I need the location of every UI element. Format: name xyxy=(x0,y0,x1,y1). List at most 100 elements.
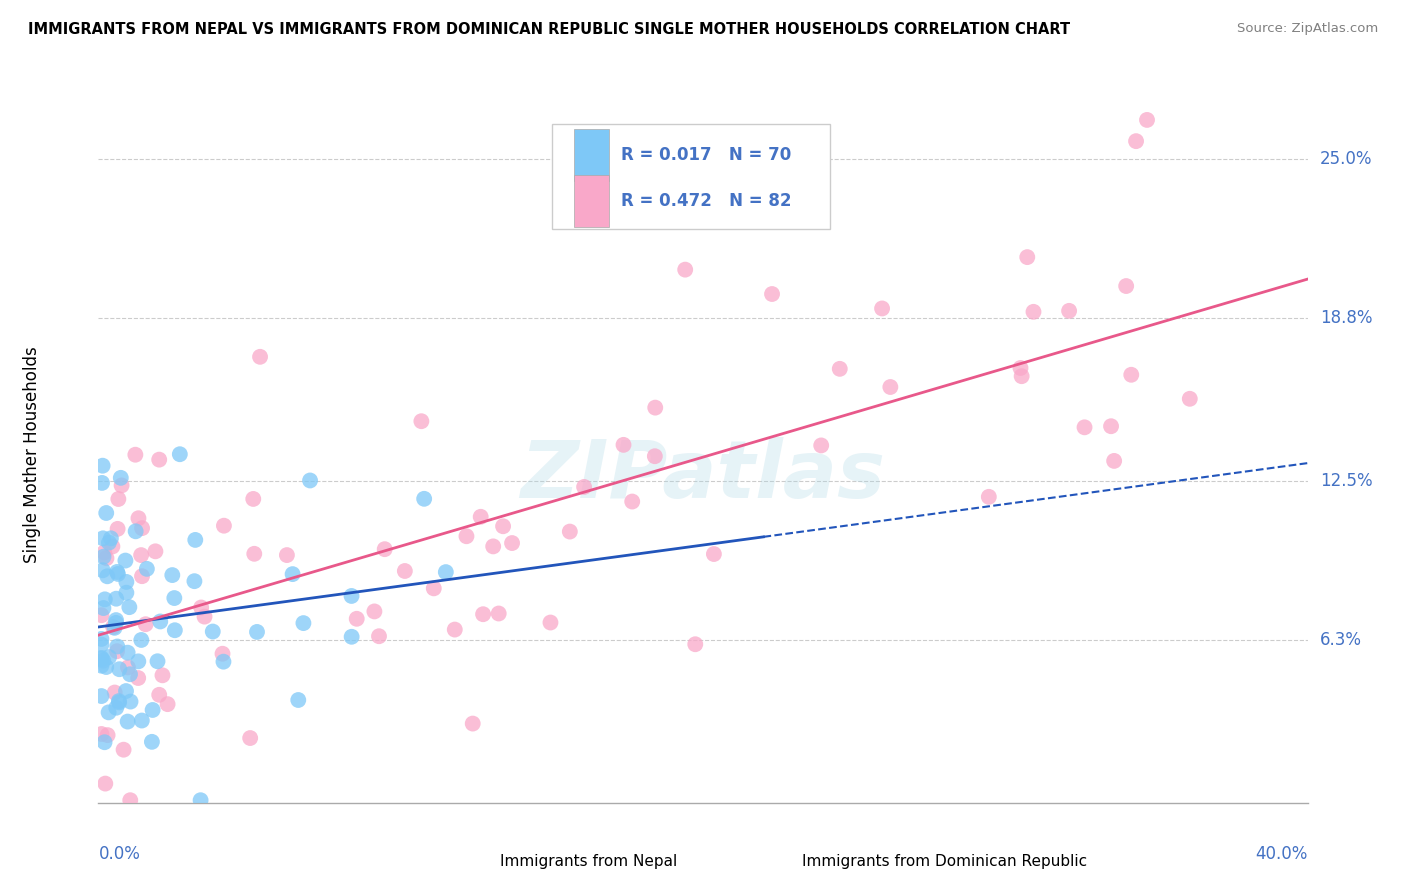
Point xyxy=(108,694,131,708)
Text: 25.0%: 25.0% xyxy=(1320,150,1372,168)
Point xyxy=(612,438,634,452)
Point xyxy=(96,660,118,674)
Point xyxy=(346,612,368,626)
Point xyxy=(443,623,465,637)
Point xyxy=(1136,112,1159,127)
Point xyxy=(98,650,121,665)
Point xyxy=(101,540,124,554)
Point xyxy=(162,568,184,582)
Point xyxy=(104,621,127,635)
Point xyxy=(1121,368,1143,382)
Point xyxy=(1102,454,1125,468)
Point xyxy=(870,301,893,316)
Point xyxy=(1178,392,1201,406)
Point xyxy=(94,776,117,790)
Point xyxy=(129,548,152,562)
Point xyxy=(118,667,141,681)
Point xyxy=(131,632,153,647)
Point xyxy=(120,695,142,709)
Point xyxy=(148,452,170,467)
Point xyxy=(276,548,298,562)
Point xyxy=(621,494,644,508)
Point xyxy=(148,688,170,702)
Point xyxy=(492,519,515,533)
Point xyxy=(90,658,112,673)
Point xyxy=(141,735,163,749)
Point xyxy=(146,654,169,668)
Point xyxy=(107,566,129,581)
Point xyxy=(105,565,128,579)
Point xyxy=(124,524,146,539)
Point xyxy=(572,480,595,494)
Point xyxy=(156,697,179,711)
Point xyxy=(90,608,112,623)
Point xyxy=(193,609,215,624)
Point xyxy=(107,522,129,536)
Point xyxy=(142,703,165,717)
Point xyxy=(110,471,132,485)
FancyBboxPatch shape xyxy=(551,124,830,229)
Point xyxy=(90,689,112,703)
Point xyxy=(90,727,112,741)
Point xyxy=(105,640,128,654)
Text: ZIPatlas: ZIPatlas xyxy=(520,437,886,515)
Point xyxy=(93,549,115,564)
Point xyxy=(91,654,114,668)
Point xyxy=(90,638,112,652)
Point xyxy=(299,474,322,488)
FancyBboxPatch shape xyxy=(574,175,609,227)
Point xyxy=(90,651,112,665)
Point xyxy=(131,569,153,583)
Point xyxy=(117,646,139,660)
Point xyxy=(120,793,142,807)
Point xyxy=(105,700,128,714)
Point xyxy=(287,693,309,707)
Point xyxy=(149,615,172,629)
Point xyxy=(91,563,114,577)
Point xyxy=(1022,305,1045,319)
Point xyxy=(644,449,666,463)
Point xyxy=(1017,250,1039,264)
Point xyxy=(90,632,112,646)
Point xyxy=(127,671,149,685)
Point xyxy=(127,511,149,525)
Point xyxy=(163,624,186,638)
Point xyxy=(644,401,666,415)
Point xyxy=(488,607,510,621)
Point xyxy=(1011,369,1033,384)
Point xyxy=(91,532,114,546)
Point xyxy=(673,262,696,277)
Point xyxy=(456,529,478,543)
Text: Immigrants from Nepal: Immigrants from Nepal xyxy=(501,854,678,869)
Point xyxy=(110,478,132,492)
Point xyxy=(242,491,264,506)
Point xyxy=(104,685,127,699)
Point xyxy=(368,629,391,643)
Point xyxy=(501,536,523,550)
Point xyxy=(117,714,139,729)
Point xyxy=(135,562,157,576)
Point xyxy=(212,518,235,533)
Point xyxy=(93,545,115,559)
Point xyxy=(127,654,149,668)
Point xyxy=(540,615,562,630)
Point xyxy=(96,506,118,520)
Point xyxy=(124,448,146,462)
Point xyxy=(685,637,707,651)
Point xyxy=(977,490,1000,504)
Point xyxy=(1099,419,1122,434)
Point xyxy=(131,714,153,728)
Point xyxy=(115,574,138,589)
Point xyxy=(810,438,832,452)
Point xyxy=(91,475,114,490)
Point xyxy=(292,616,315,631)
Point xyxy=(423,582,446,596)
Point xyxy=(394,564,416,578)
Point xyxy=(558,524,581,539)
Point xyxy=(761,287,783,301)
Point xyxy=(91,458,114,473)
Point xyxy=(107,491,129,506)
Text: Single Mother Households: Single Mother Households xyxy=(22,347,41,563)
Point xyxy=(118,600,141,615)
Point xyxy=(190,793,212,807)
